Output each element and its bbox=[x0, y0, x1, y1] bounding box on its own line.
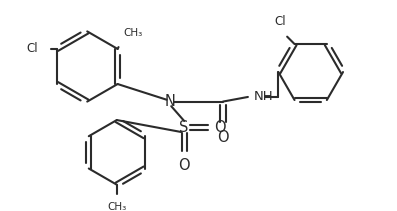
Text: NH: NH bbox=[253, 91, 273, 103]
Text: CH₃: CH₃ bbox=[123, 28, 143, 38]
Text: O: O bbox=[217, 130, 229, 145]
Text: N: N bbox=[165, 94, 176, 109]
Text: O: O bbox=[178, 158, 190, 173]
Text: O: O bbox=[214, 120, 225, 135]
Text: Cl: Cl bbox=[275, 15, 287, 28]
Text: CH₃: CH₃ bbox=[107, 202, 126, 211]
Text: Cl: Cl bbox=[27, 42, 39, 54]
Text: S: S bbox=[179, 120, 189, 135]
